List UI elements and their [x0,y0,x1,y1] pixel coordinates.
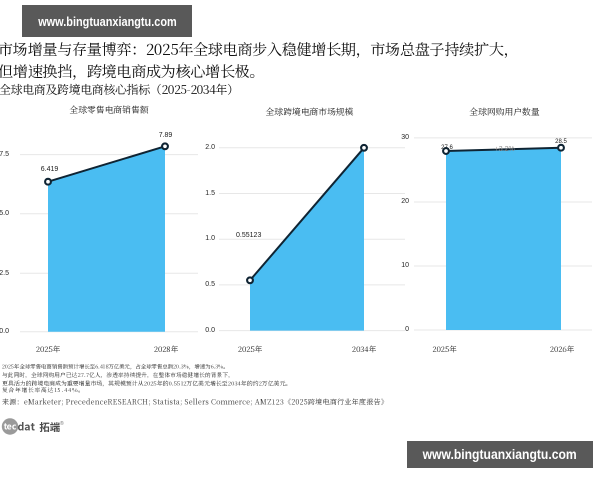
svg-text:dat: dat [18,420,37,435]
svg-text:®: ® [60,420,64,427]
svg-text:拓端: 拓端 [39,420,60,435]
svg-text:tec: tec [3,421,16,433]
